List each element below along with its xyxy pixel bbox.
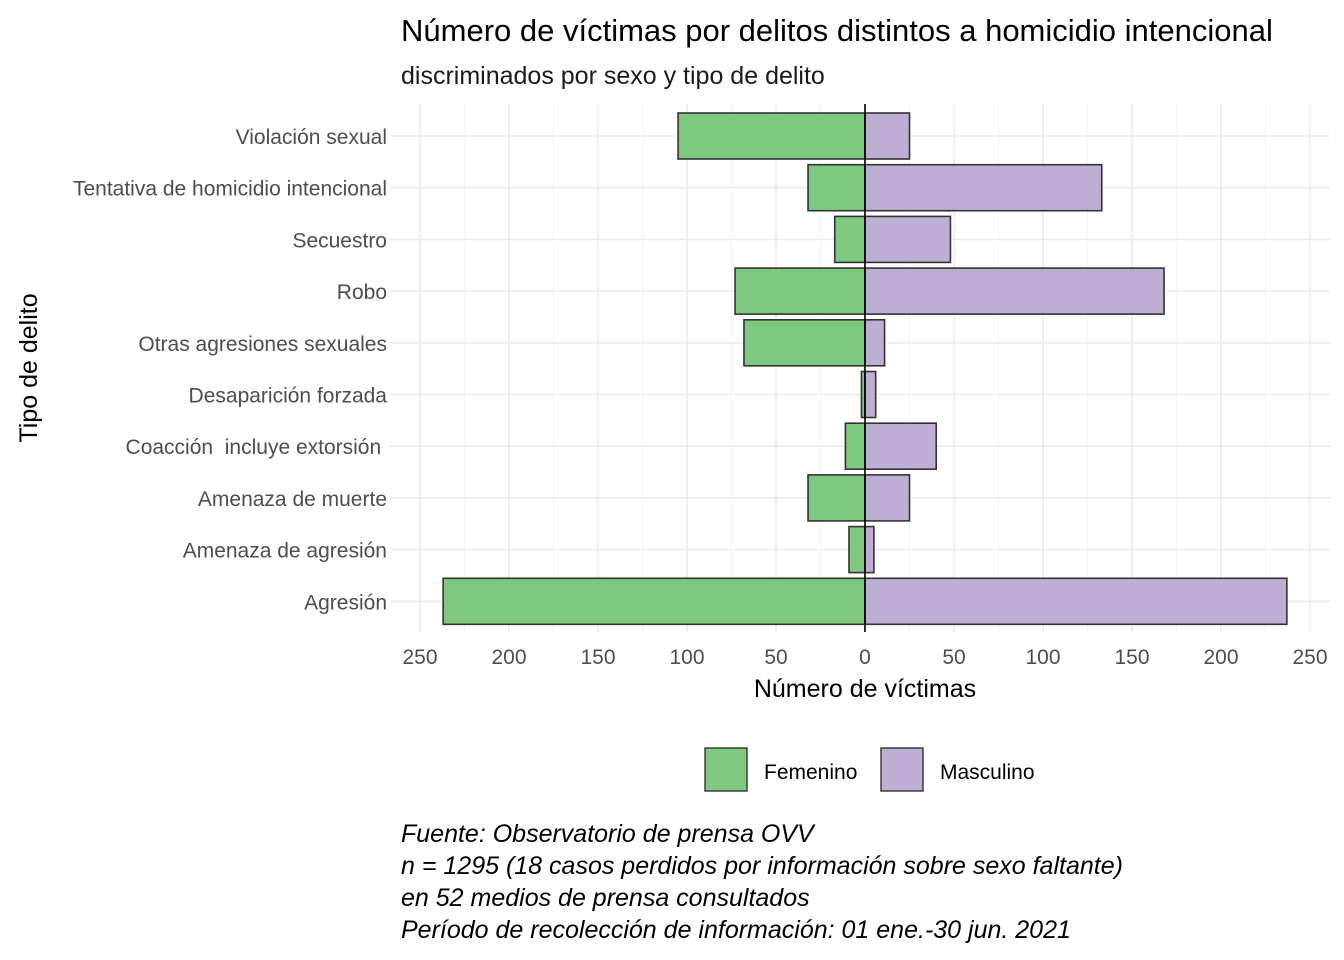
- bar-femenino: [807, 474, 866, 522]
- caption-line-3: en 52 medios de prensa consultados: [401, 884, 810, 912]
- y-axis-title: Tipo de delito: [15, 293, 43, 442]
- bar-femenino: [848, 525, 866, 574]
- x-tick-label: 150: [1114, 646, 1149, 669]
- bar-masculino: [864, 215, 952, 264]
- x-tick-label: 50: [764, 646, 787, 669]
- bar-masculino: [864, 577, 1288, 626]
- category-label: Desaparición forzada: [189, 385, 388, 408]
- x-tick-label: 100: [669, 646, 704, 669]
- category-label: Amenaza de muerte: [198, 488, 387, 511]
- chart-subtitle: discriminados por sexo y tipo de delito: [401, 62, 825, 90]
- bar-masculino: [864, 525, 875, 574]
- category-label: Coacción incluye extorsión: [126, 436, 387, 459]
- bar-masculino: [864, 422, 937, 471]
- x-tick-label: 200: [491, 646, 526, 669]
- bar-femenino: [807, 163, 866, 212]
- x-tick-label: 50: [942, 646, 965, 669]
- x-tick-label: 0: [859, 646, 871, 669]
- category-label: Agresión: [304, 591, 387, 614]
- legend-key-masculino: [880, 747, 924, 792]
- x-axis-title: Número de víctimas: [754, 675, 976, 703]
- x-tick-label: 200: [1203, 646, 1238, 669]
- bar-femenino: [734, 267, 866, 315]
- category-label: Secuestro: [292, 229, 387, 252]
- category-label: Amenaza de agresión: [183, 540, 387, 563]
- bar-femenino: [677, 112, 866, 160]
- bar-masculino: [864, 370, 877, 419]
- category-label: Violación sexual: [236, 126, 387, 149]
- category-label: Otras agresiones sexuales: [138, 333, 387, 356]
- category-label: Tentativa de homicidio intencional: [73, 178, 387, 201]
- bar-femenino: [844, 422, 866, 471]
- bar-masculino: [864, 267, 1165, 315]
- x-tick-label: 150: [580, 646, 615, 669]
- legend-label-femenino: Femenino: [764, 761, 857, 784]
- x-tick-label: 100: [1025, 646, 1060, 669]
- x-tick-label: 250: [1292, 646, 1327, 669]
- category-label: Robo: [337, 281, 387, 304]
- x-tick-label: 250: [402, 646, 437, 669]
- caption-line-1: Fuente: Observatorio de prensa OVV: [401, 820, 816, 848]
- legend-key-femenino: [704, 747, 748, 792]
- bar-masculino: [864, 318, 886, 367]
- chart-title: Número de víctimas por delitos distintos…: [401, 13, 1273, 48]
- caption-line-2: n = 1295 (18 casos perdidos por informac…: [401, 852, 1123, 880]
- legend: Femenino Masculino: [704, 747, 1035, 792]
- bar-femenino: [833, 215, 866, 264]
- bar-masculino: [864, 163, 1103, 212]
- bar-femenino: [743, 318, 866, 367]
- bar-masculino: [864, 112, 911, 160]
- caption-line-4: Período de recolección de información: 0…: [401, 916, 1071, 944]
- caption: Fuente: Observatorio de prensa OVV n = 1…: [401, 820, 1123, 944]
- legend-label-masculino: Masculino: [940, 761, 1035, 784]
- bar-masculino: [864, 474, 911, 522]
- bar-femenino: [442, 577, 866, 626]
